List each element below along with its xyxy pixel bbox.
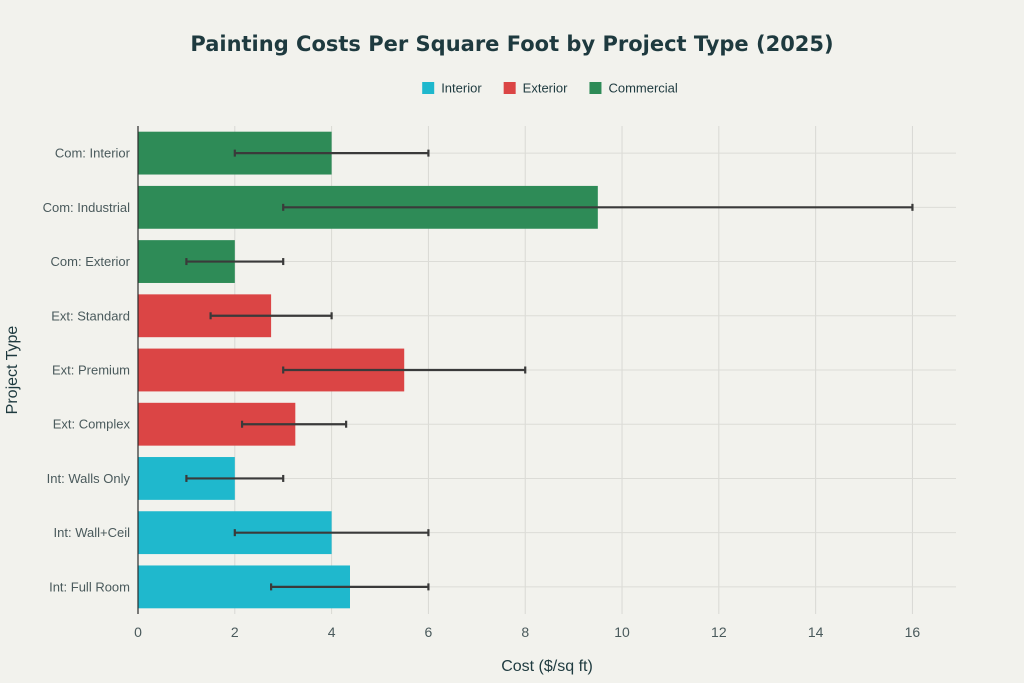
chart-title: Painting Costs Per Square Foot by Projec… [190,32,833,56]
legend-swatch [422,82,435,94]
legend-label: Interior [441,81,482,96]
legend-label: Commercial [608,81,677,96]
legend-swatch [503,82,516,94]
y-tick-label: Ext: Premium [52,363,130,378]
x-tick-label: 2 [231,624,239,640]
y-axis-title: Project Type [4,326,21,415]
x-tick-label: 10 [614,624,630,640]
bars [138,131,598,609]
legend-item: Exterior [503,81,568,96]
x-tick-label: 16 [905,624,921,640]
y-tick-label: Int: Walls Only [47,471,131,486]
y-tick-labels: Int: Full Room Int: Wall+Ceil Int: Walls O… [43,146,131,595]
x-tick-label: 12 [711,624,727,640]
legend: Interior Exterior Commercial [422,81,678,96]
legend-item: Interior [422,81,482,96]
x-tick-label: 14 [808,624,824,640]
x-tick-label: 4 [328,624,336,640]
y-tick-label: Com: Industrial [43,200,131,215]
y-tick-label: Int: Full Room [49,579,130,594]
error-bars [185,149,914,591]
x-tick-label: 0 [134,624,142,640]
y-tick-label: Com: Interior [55,146,131,161]
y-tick-label: Com: Exterior [51,254,131,269]
x-tick-label: 8 [521,624,529,640]
x-tick-label: 6 [425,624,433,640]
y-tick-label: Ext: Complex [53,417,131,432]
legend-swatch [589,82,602,94]
legend-item: Commercial [589,81,678,96]
x-axis-title: Cost ($/sq ft) [501,658,593,675]
y-tick-label: Int: Wall+Ceil [54,525,131,540]
x-tick-labels: 0 2 4 6 8 10 12 14 16 [134,624,920,640]
legend-label: Exterior [523,81,568,96]
y-tick-label: Ext: Standard [51,308,130,323]
